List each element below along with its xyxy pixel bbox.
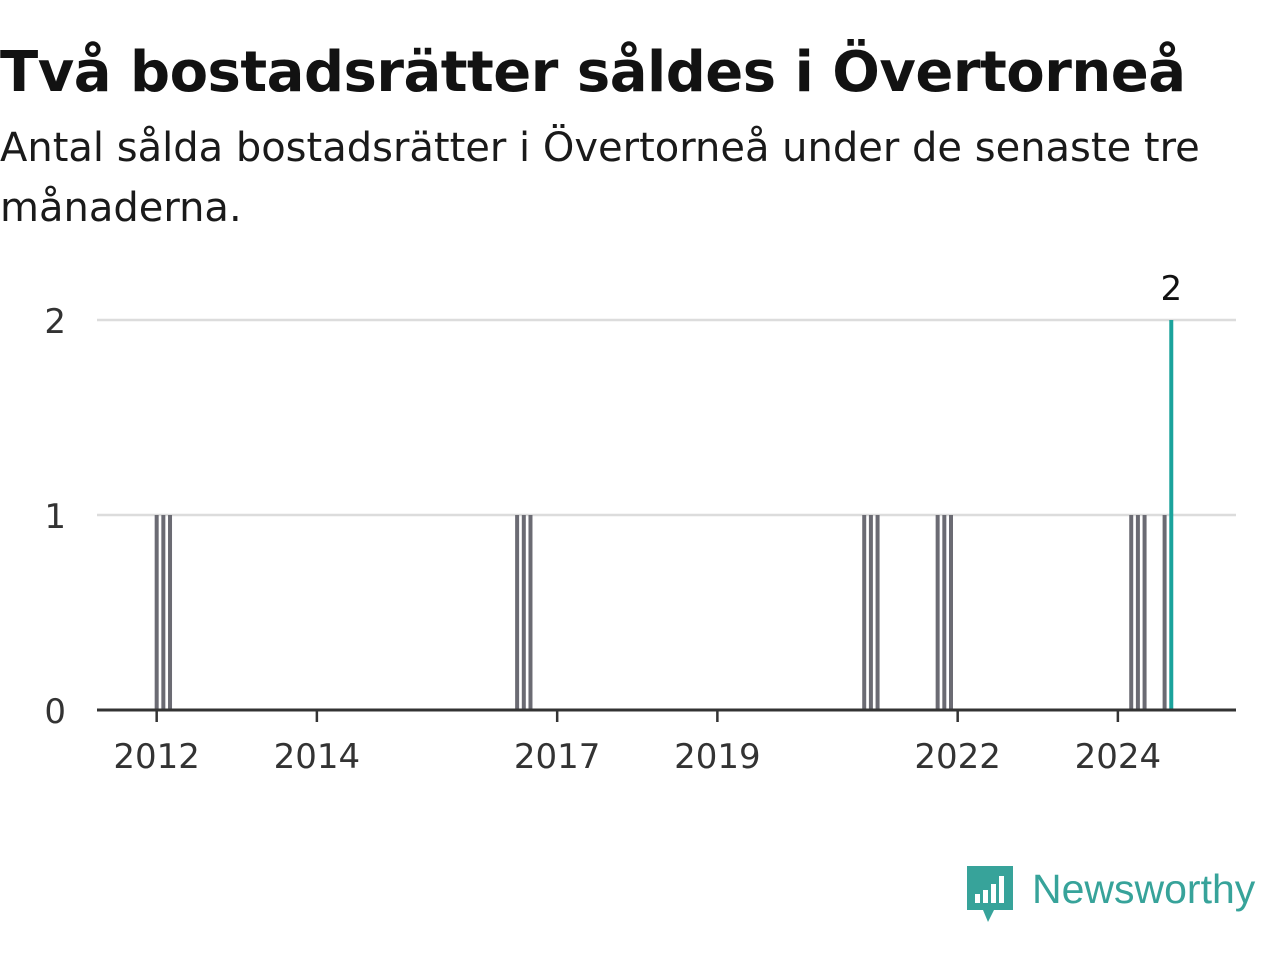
bar (875, 515, 880, 710)
bar (168, 515, 173, 710)
x-tick-label: 2017 (514, 737, 601, 777)
bar (942, 515, 947, 710)
y-tick-label: 2 (44, 302, 66, 342)
bar (1162, 515, 1167, 710)
bar (515, 515, 520, 710)
bar (935, 515, 940, 710)
bar (949, 515, 953, 710)
x-tick-label: 2022 (914, 737, 1001, 777)
chart-subtitle: Antal sålda bostadsrätter i Övertorneå u… (0, 125, 1200, 231)
bar (528, 515, 533, 710)
x-tick-label: 2019 (674, 737, 761, 777)
bar (862, 515, 867, 710)
bar (154, 515, 159, 710)
bar-highlight (1169, 320, 1174, 710)
newsworthy-logo-icon (967, 866, 1013, 922)
bar (1142, 515, 1147, 710)
bar (868, 515, 873, 710)
bar (161, 515, 166, 710)
chart-title: Två bostadsrätter såldes i Övertorneå (0, 40, 1186, 105)
newsworthy-logo: Newsworthy (964, 864, 1280, 928)
bar (1135, 515, 1140, 710)
bar (521, 515, 526, 710)
bar-chart: 0 1 2 2 2012 2014 2017 2019 2022 2024 (44, 269, 1236, 777)
x-tick-label: 2014 (274, 737, 361, 777)
brand-name: Newsworthy (1032, 866, 1256, 912)
bar (1129, 515, 1134, 710)
y-tick-label: 1 (44, 497, 66, 537)
x-tick-label: 2012 (113, 737, 200, 777)
data-label: 2 (1160, 269, 1182, 309)
y-tick-label: 0 (44, 692, 66, 732)
x-tick-label: 2024 (1075, 737, 1162, 777)
